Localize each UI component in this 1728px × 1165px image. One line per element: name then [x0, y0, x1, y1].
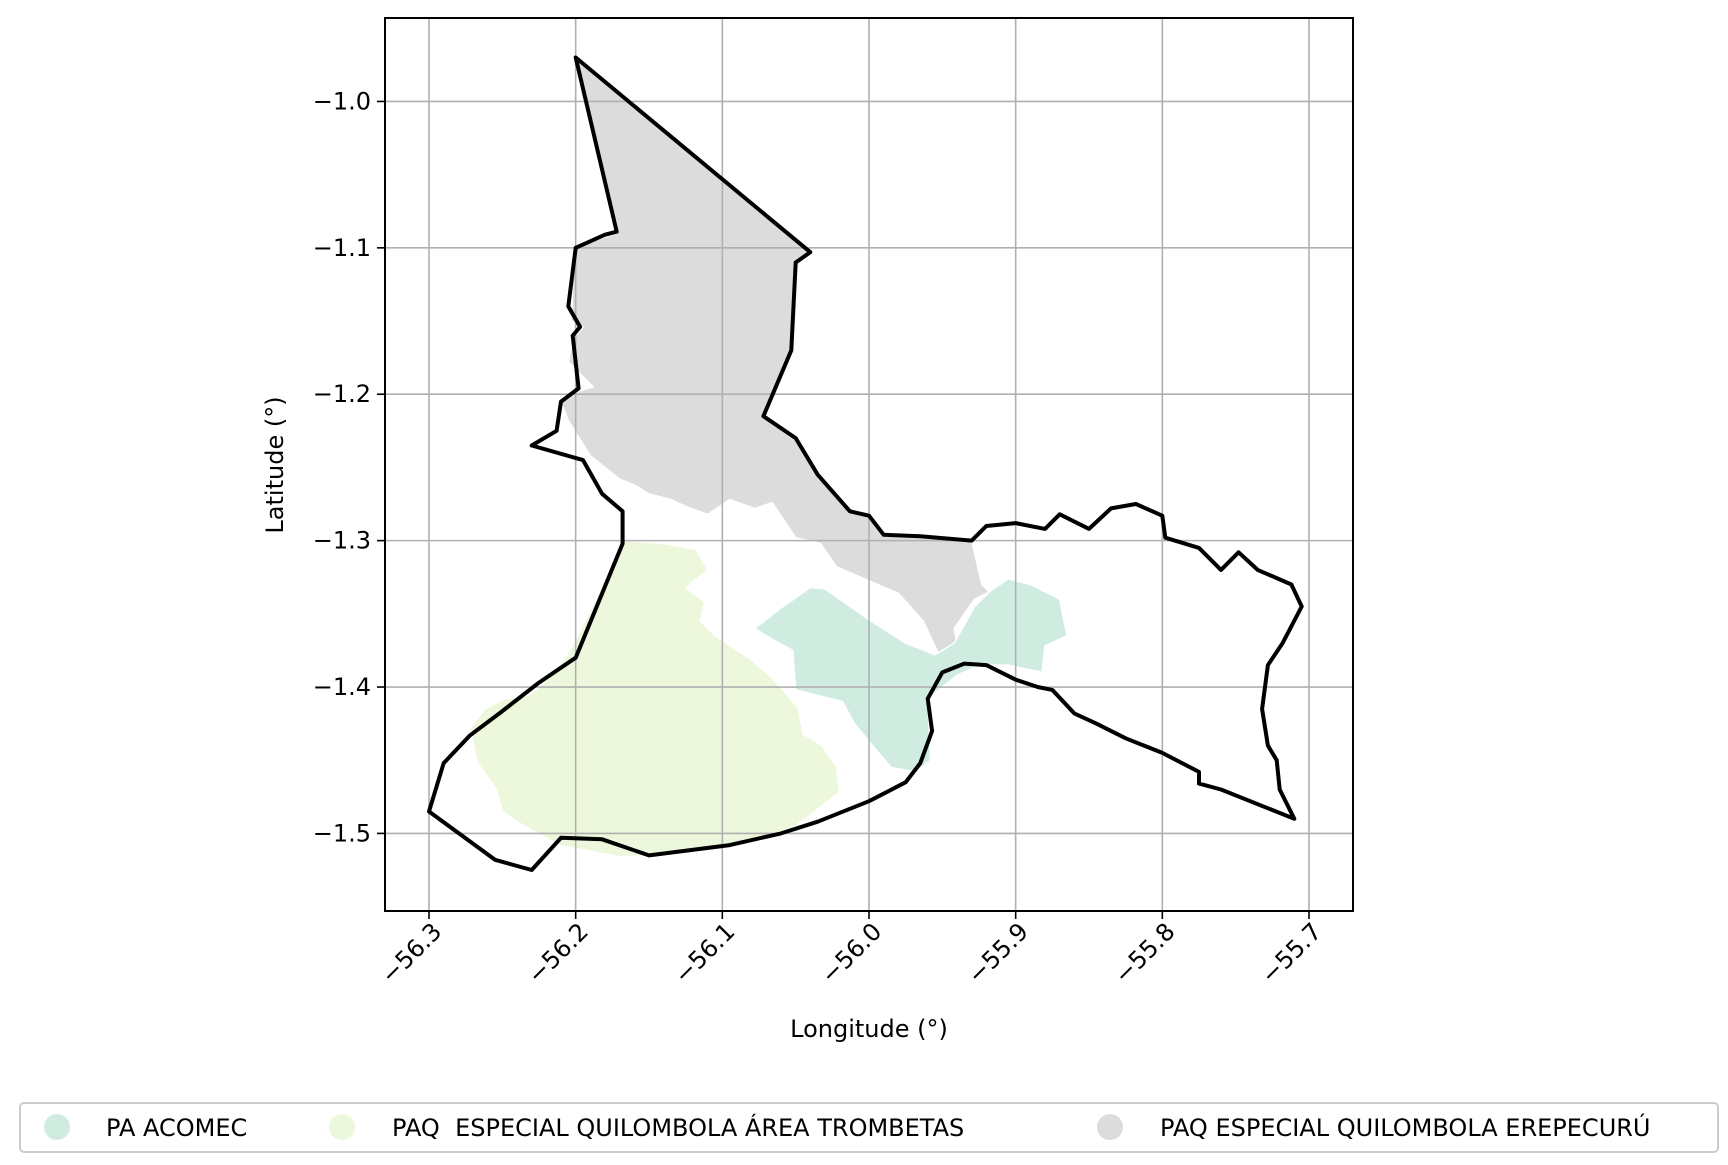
territory-boundary [427, 55, 1304, 872]
grid-layer [385, 18, 1353, 911]
y-tick-label: −1.4 [313, 673, 371, 701]
legend-label-erepecuru: PAQ ESPECIAL QUILOMBOLA EREPECURÚ [1160, 1112, 1651, 1142]
y-tick-label: −1.0 [313, 87, 371, 115]
region-pa-acomec [753, 577, 1068, 773]
y-tick-label: −1.2 [313, 380, 371, 408]
legend-frame [19, 1102, 1719, 1153]
y-tick-label: −1.1 [313, 234, 371, 262]
x-tick-label: −55.9 [962, 917, 1034, 989]
legend-label-pa-acomec: PA ACOMEC [106, 1114, 247, 1142]
legend-label-trombetas: PAQ ESPECIAL QUILOMBOLA ÁREA TROMBETAS [392, 1113, 964, 1142]
boundary-layer [427, 55, 1304, 872]
x-tick-label: −56.3 [375, 917, 447, 989]
regions-layer [469, 55, 1068, 858]
x-tick-label: −56.0 [815, 917, 887, 989]
x-axis-title: Longitude (°) [790, 1015, 948, 1043]
x-tick-label: −56.2 [522, 917, 594, 989]
x-tick-label: −55.8 [1109, 917, 1181, 989]
y-tick-label: −1.5 [313, 819, 371, 847]
legend-swatch-trombetas [329, 1114, 355, 1140]
y-tick-label: −1.3 [313, 527, 371, 555]
x-tick-label: −56.1 [669, 917, 741, 989]
x-ticks: −56.3 −56.2 −56.1 −56.0 −55.9 −55.8 −55.7 [375, 911, 1327, 989]
legend: PA ACOMEC PAQ ESPECIAL QUILOMBOLA ÁREA T… [19, 1102, 1719, 1153]
legend-swatch-erepecuru [1097, 1114, 1123, 1140]
legend-swatch-pa-acomec [44, 1114, 70, 1140]
region-paq-especial-quilombola-rea-trombetas [469, 539, 841, 858]
x-tick-label: −55.7 [1255, 917, 1327, 989]
y-ticks: −1.0 −1.1 −1.2 −1.3 −1.4 −1.5 [313, 87, 385, 847]
y-axis-title: Latitude (°) [261, 396, 289, 533]
